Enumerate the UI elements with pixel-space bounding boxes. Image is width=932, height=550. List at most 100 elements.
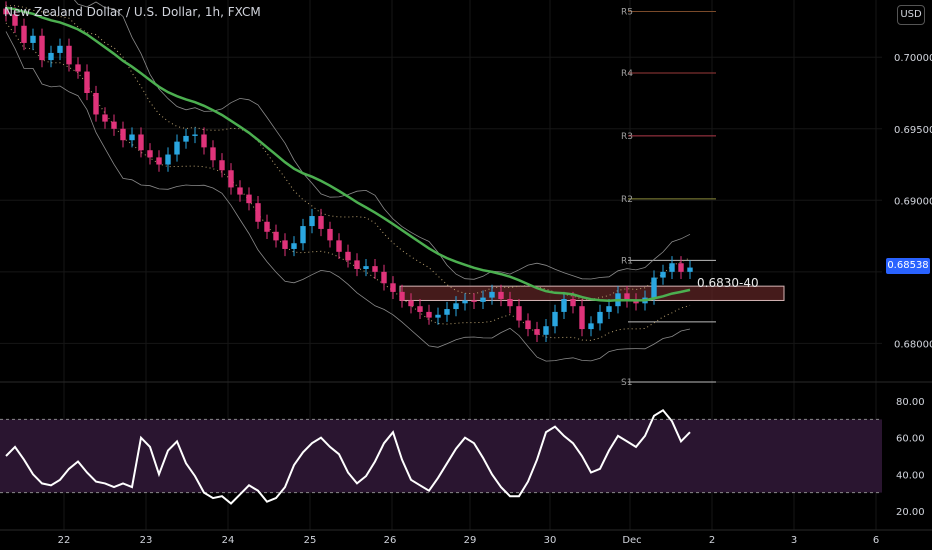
candle-body [561,299,567,312]
candle-body [102,114,108,122]
candle-body [255,203,261,222]
candle-body [282,240,288,249]
candle-body [39,35,45,61]
candle-body [156,157,162,165]
time-tick-label: Dec [622,535,641,546]
bb-lower [5,31,691,362]
candle-body [372,266,378,272]
candle-body [129,134,135,141]
bb-upper [73,0,691,280]
rsi-axis[interactable]: 20.00 40.00 60.00 80.00 [896,397,925,518]
ema-path [5,6,691,302]
candle-body [192,134,198,136]
chart-title: New Zealand Dollar / U.S. Dollar, 1h, FX… [4,5,261,19]
candle-body [111,121,117,129]
candle-body [246,194,252,204]
grid [0,0,932,531]
time-tick-label: 6 [873,535,879,546]
candle-body [579,306,585,330]
time-tick-label: 24 [222,535,235,546]
rsi-tick-label: 40.00 [896,470,925,481]
candle-body [84,71,90,93]
zone-label: 0.6830-40 [697,276,759,290]
candle-body [525,320,531,330]
candle-body [273,231,279,241]
candle-body [552,311,558,327]
last-price-tag: 0.68538 [886,258,930,274]
candle-body [633,300,639,304]
candle-body [669,263,675,272]
candle-body [426,311,432,318]
price-tick-label: 0.69000 [894,196,932,207]
candle-body [237,187,243,195]
candle-body [12,14,18,26]
candle-body [30,35,36,43]
rsi-tick-label: 80.00 [896,397,925,408]
candle-body [345,251,351,261]
candle-body [219,160,225,171]
candle-body [588,323,594,330]
pivot-label: R4 [621,69,633,79]
candle-body [507,299,513,307]
rsi-tick-label: 20.00 [896,507,925,518]
time-axis[interactable]: 22 23 24 25 26 29 30 Dec 2 3 6 [58,535,880,546]
candle-body [363,266,369,269]
time-tick-label: 23 [140,535,153,546]
candle-body [147,150,153,158]
candle-body [183,135,189,142]
rsi-path [5,408,691,505]
candle-body [48,52,54,61]
price-tick-label: 0.68000 [894,339,932,350]
candle-body [318,216,324,229]
rsi-tick-label: 60.00 [896,434,925,445]
candle-body [516,306,522,321]
price-tick-label: 0.69500 [894,125,932,136]
price-axis[interactable]: 0.68000 0.69000 0.69500 0.70000 [894,53,932,350]
candle-body [543,326,549,335]
pivot-label: R1 [621,256,633,266]
time-tick-label: 2 [709,535,715,546]
candle-body [390,283,396,292]
candle-body [93,93,99,115]
time-tick-label: 29 [464,535,477,546]
currency-button[interactable]: USD [897,5,925,25]
candle-body [66,45,72,65]
candle-body [264,221,270,232]
bollinger-bands [5,0,691,362]
candle-body [678,263,684,272]
pivot-levels: R5 R4 R3 R2 R1 S1 [621,7,716,388]
candle-body [327,228,333,241]
candle-body [381,271,387,284]
candle-body [444,309,450,315]
time-tick-label: 3 [791,535,797,546]
candle-body [120,128,126,141]
candle-body [597,311,603,324]
candle-body [300,226,306,244]
pivot-label: R5 [621,7,633,17]
candle-body [435,314,441,318]
candle-body [660,271,666,278]
candle-body [489,291,495,298]
candle-body [471,300,477,302]
candle-body [687,267,693,272]
candle-body [21,25,27,43]
ema-line [5,6,691,302]
time-tick-label: 22 [58,535,71,546]
time-tick-label: 25 [304,535,317,546]
time-tick-label: 26 [384,535,397,546]
candle-body [570,299,576,307]
candle-body [309,216,315,227]
candle-body [336,240,342,252]
candle-body [174,141,180,155]
candle-body [651,277,657,298]
candle-body [480,297,486,302]
candle-body [624,293,630,301]
candle-body [228,170,234,188]
candle-body [165,154,171,165]
candle-body [201,134,207,148]
candle-body [210,147,216,161]
candle-body [453,303,459,310]
pivot-label: S1 [621,378,632,388]
candle-body [75,64,81,72]
